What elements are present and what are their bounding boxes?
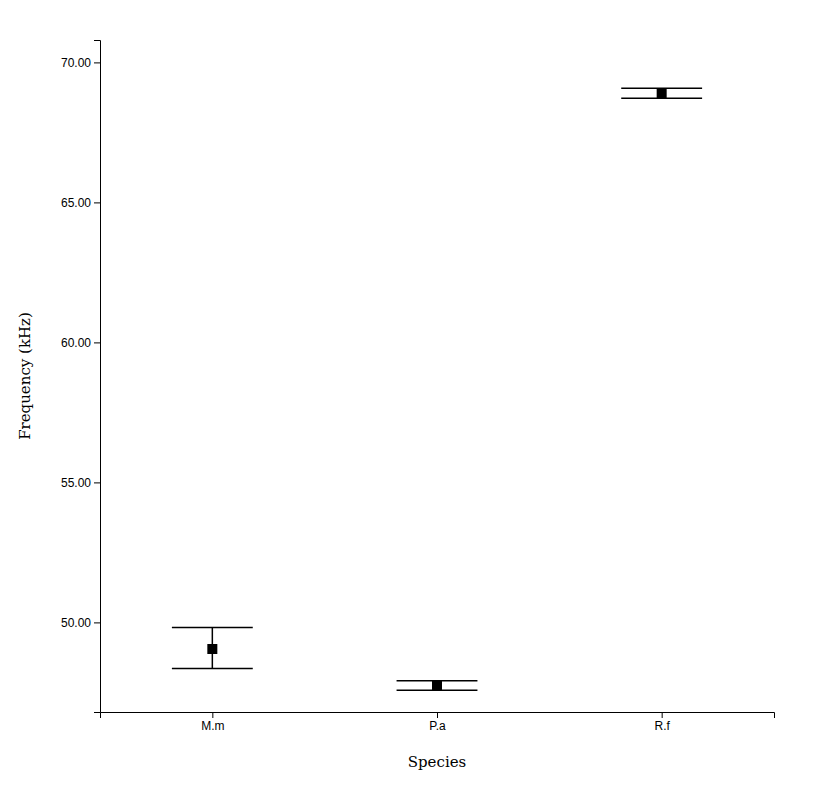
x-tick: M.m bbox=[201, 712, 224, 733]
x-tick-label: R.f bbox=[654, 719, 670, 733]
y-tick: 55.00 bbox=[61, 476, 100, 490]
y-tick-mark bbox=[94, 622, 100, 623]
y-tick: 70.00 bbox=[61, 56, 100, 70]
mean-marker bbox=[657, 88, 667, 98]
y-tick: 65.00 bbox=[61, 196, 100, 210]
y-tick-mark bbox=[94, 62, 100, 63]
chart: 50.00 55.00 60.00 65.00 70.00 M.m P.a R.f Specie… bbox=[0, 0, 814, 802]
x-tick-mark bbox=[437, 712, 438, 718]
y-tick: 50.00 bbox=[61, 616, 100, 630]
error-bar bbox=[397, 681, 478, 691]
x-tick-mark bbox=[212, 712, 213, 718]
y-axis: 50.00 55.00 60.00 65.00 70.00 bbox=[61, 41, 101, 713]
error-bar bbox=[621, 88, 702, 98]
x-tick-mark bbox=[662, 712, 663, 718]
plot: 50.00 55.00 60.00 65.00 70.00 M.m P.a R.f Specie… bbox=[16, 41, 775, 772]
error-bar-cap-upper bbox=[172, 627, 253, 629]
y-tick-label: 50.00 bbox=[61, 616, 91, 630]
x-axis: M.m P.a R.f bbox=[101, 712, 775, 733]
x-tick: R.f bbox=[654, 712, 670, 733]
y-tick-label: 65.00 bbox=[61, 196, 91, 210]
y-tick-label: 70.00 bbox=[61, 56, 91, 70]
x-axis-line bbox=[101, 713, 775, 719]
y-tick-mark bbox=[94, 202, 100, 203]
x-tick-label: M.m bbox=[201, 719, 224, 733]
y-tick: 60.00 bbox=[61, 336, 100, 350]
y-tick-mark bbox=[94, 342, 100, 343]
error-bar-cap-lower bbox=[172, 668, 253, 670]
y-axis-line bbox=[94, 41, 101, 713]
y-tick-mark bbox=[94, 482, 100, 483]
x-tick-label: P.a bbox=[429, 719, 446, 733]
mean-marker bbox=[207, 644, 217, 654]
marks bbox=[172, 88, 702, 690]
x-axis-title: Species bbox=[408, 753, 467, 771]
y-tick-label: 60.00 bbox=[61, 336, 91, 350]
x-tick: P.a bbox=[429, 712, 446, 733]
error-bar bbox=[172, 627, 253, 668]
mean-marker bbox=[432, 680, 442, 690]
y-tick-label: 55.00 bbox=[61, 476, 91, 490]
y-axis-title: Frequency (kHz) bbox=[16, 312, 34, 440]
